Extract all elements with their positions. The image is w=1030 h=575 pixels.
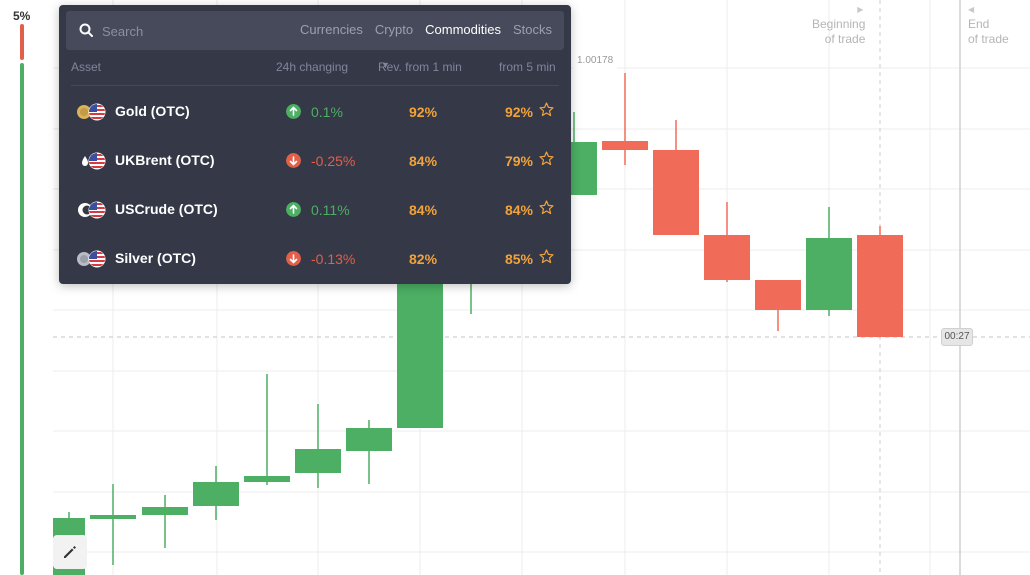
candle-up	[90, 515, 136, 519]
candle-up	[142, 507, 188, 515]
candle-up	[193, 482, 239, 506]
countdown-badge: 00:27	[941, 328, 973, 346]
rev-5min: 79%	[504, 153, 533, 169]
rev-1min: 84%	[409, 202, 438, 218]
header-divider	[71, 85, 559, 86]
rev-5min: 92%	[504, 104, 533, 120]
gold-coin-usd-flag-icon	[77, 103, 106, 121]
candle-down	[857, 235, 903, 337]
sentiment-up-bar	[20, 63, 24, 575]
arrow-up-icon	[286, 202, 301, 217]
oil-drop-usd-flag-icon	[82, 152, 106, 170]
column-24h-changing[interactable]: 24h changing	[276, 60, 349, 74]
beginning-label-line1: Beginning	[812, 17, 866, 31]
candle-down	[653, 150, 699, 235]
star-icon[interactable]	[539, 102, 554, 117]
star-icon[interactable]	[539, 200, 554, 215]
arrow-down-icon	[286, 153, 301, 168]
end-label-line1: End	[968, 17, 990, 31]
tab-stocks[interactable]: Stocks	[512, 22, 552, 37]
asset-name: Silver (OTC)	[115, 250, 196, 266]
candle-down	[602, 141, 648, 150]
category-tabs: Currencies Crypto Commodities Stocks	[300, 22, 552, 37]
end-label-line2: of trade	[968, 32, 1009, 46]
rev-1min: 92%	[409, 104, 438, 120]
asset-name: USCrude (OTC)	[115, 201, 218, 217]
play-arrow-icon: ▶	[857, 5, 864, 14]
asset-name: Gold (OTC)	[115, 103, 190, 119]
back-arrow-icon: ◀	[968, 5, 975, 14]
star-icon[interactable]	[539, 151, 554, 166]
candle-up	[295, 449, 341, 473]
beginning-of-trade-label: ▶ Beginning of trade	[812, 2, 865, 47]
change-24h: -0.25%	[311, 153, 356, 169]
asset-table-header: Asset 24h changing Rev. from 1 min ▼ from…	[71, 60, 559, 76]
asset-selector-panel: Currencies Crypto Commodities Stocks Ass…	[59, 5, 571, 284]
candle-up	[346, 428, 392, 451]
asset-row[interactable]: UKBrent (OTC) -0.25% 84% 79%	[59, 136, 571, 185]
arrow-up-icon	[286, 104, 301, 119]
drawing-tools-button[interactable]	[53, 535, 87, 569]
change-24h: 0.1%	[311, 104, 343, 120]
tab-currencies[interactable]: Currencies	[299, 22, 363, 37]
search-icon	[79, 23, 93, 37]
column-rev-5min[interactable]: from 5 min	[499, 60, 556, 74]
sentiment-down-bar	[20, 24, 24, 60]
candle-up	[244, 476, 290, 482]
tab-commodities[interactable]: Commodities	[425, 22, 501, 37]
rev-1min: 84%	[409, 153, 438, 169]
candle-up	[397, 270, 443, 428]
sort-down-icon: ▼	[381, 60, 390, 70]
rev-1min: 82%	[409, 251, 438, 267]
column-asset[interactable]: Asset	[71, 60, 102, 74]
candle-down	[755, 280, 801, 310]
sentiment-percent: 5%	[13, 9, 31, 23]
search-input[interactable]	[102, 21, 252, 41]
rev-5min: 84%	[504, 202, 533, 218]
asset-row[interactable]: Silver (OTC) -0.13% 82% 85%	[59, 234, 571, 283]
crude-usd-flag-icon	[78, 201, 106, 219]
change-24h: -0.13%	[311, 251, 356, 267]
rev-5min: 85%	[504, 251, 533, 267]
end-of-trade-label: ◀ End of trade	[968, 2, 1009, 47]
arrow-down-icon	[286, 251, 301, 266]
column-rev-1min-label: Rev. from 1 min	[378, 60, 462, 74]
silver-coin-usd-flag-icon	[77, 250, 106, 268]
sentiment-indicator: 5%	[0, 0, 44, 575]
price-label: 1.00178	[573, 53, 618, 69]
change-24h: 0.11%	[311, 202, 350, 218]
asset-row[interactable]: Gold (OTC) 0.1% 92% 92%	[59, 87, 571, 136]
beginning-label-line2: of trade	[824, 32, 866, 46]
candle-up	[806, 238, 852, 310]
asset-search-bar: Currencies Crypto Commodities Stocks	[66, 11, 564, 50]
star-icon[interactable]	[539, 249, 554, 264]
pencil-icon	[64, 546, 76, 558]
asset-name: UKBrent (OTC)	[115, 152, 215, 168]
tab-crypto[interactable]: Crypto	[374, 22, 414, 37]
candle-down	[704, 235, 750, 280]
asset-row[interactable]: USCrude (OTC) 0.11% 84% 84%	[59, 185, 571, 234]
